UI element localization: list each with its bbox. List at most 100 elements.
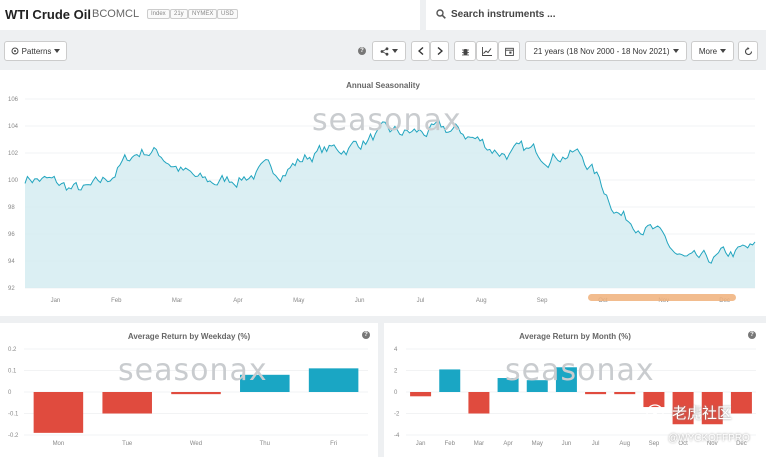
y-tick-label: 102 [8, 151, 19, 157]
x-tick-label: Nov [707, 441, 718, 447]
tag-years: 21y [170, 9, 188, 19]
x-tick-label: Mar [172, 298, 182, 304]
y-tick-label: -4 [394, 433, 400, 439]
y-tick-label: 100 [8, 178, 19, 184]
y-tick-label: -2 [394, 412, 400, 418]
bar-mon [33, 392, 84, 433]
x-tick-label: Jul [417, 298, 425, 304]
next-button[interactable] [430, 41, 449, 61]
help-icon[interactable]: ? [748, 331, 756, 339]
overlay-brand-text: 老虎社区 [672, 405, 733, 422]
x-tick-label: Jan [51, 298, 61, 304]
help-icon[interactable]: ? [358, 47, 366, 55]
x-tick-label: Feb [111, 298, 122, 304]
x-tick-label: May [293, 298, 304, 304]
reset-button[interactable] [738, 41, 758, 61]
x-tick-label: Jan [416, 441, 426, 447]
bar-wed [171, 392, 221, 395]
caret-down-icon [54, 49, 61, 53]
annual-seasonality-chart: 106 104 102 100 98 96 94 92 Jan Feb Mar Apr May Jun Ju… [8, 97, 756, 304]
bar-jan [410, 392, 432, 397]
patterns-button[interactable]: Patterns [4, 41, 67, 61]
y-tick-label: -0.1 [8, 412, 19, 418]
y-tick-label: 0.1 [8, 369, 17, 375]
search-bar[interactable] [426, 0, 766, 30]
instrument-code: BCOMCL [92, 8, 140, 20]
overlay-handle-text: @WYCKOFFPRO [668, 433, 750, 444]
x-tick-label: Feb [445, 441, 456, 447]
y-tick-label: 4 [394, 347, 398, 353]
line-chart-icon [482, 46, 492, 56]
tag-index: Index [147, 9, 170, 19]
seasonality-line [24, 119, 756, 264]
patterns-label: Patterns [21, 46, 52, 56]
x-tick-label: Tue [122, 441, 133, 447]
caret-down-icon [720, 49, 727, 53]
more-button[interactable]: More [691, 41, 734, 61]
chevron-left-icon [417, 47, 423, 55]
seasonality-area [25, 119, 755, 289]
x-tick-label: Jun [355, 298, 365, 304]
target-icon [11, 47, 19, 55]
y-tick-label: 104 [8, 124, 19, 130]
bar-jul [585, 392, 607, 395]
y-tick-label: -0.2 [8, 433, 19, 439]
y-tick-label: 2 [394, 369, 398, 375]
caret-down-icon [672, 49, 679, 53]
bar-may [526, 380, 548, 392]
y-tick-label: 92 [8, 286, 15, 292]
search-input[interactable]: Search instruments ... [451, 9, 556, 20]
calendar-button[interactable] [498, 41, 520, 61]
chart-type-button[interactable] [476, 41, 498, 61]
share-icon [380, 46, 389, 56]
seasonax-watermark: seasonax [312, 103, 462, 138]
tag-exchange: NYMEX [188, 9, 218, 19]
help-icon[interactable]: ? [362, 331, 370, 339]
x-tick-label: Dec [736, 441, 747, 447]
y-tick-label: 0 [394, 390, 398, 396]
y-tick-label: 0 [8, 390, 12, 396]
bar-sep [643, 392, 665, 408]
paw-logo-icon [646, 404, 664, 422]
x-tick-label: May [532, 441, 543, 447]
search-icon [436, 9, 446, 19]
weekday-chart-title: Average Return by Weekday (%) [127, 332, 251, 341]
seasonax-watermark: seasonax [118, 353, 268, 388]
x-tick-label: Mar [474, 441, 484, 447]
x-tick-label: Apr [503, 441, 512, 447]
x-tick-label: Oct [678, 441, 688, 447]
y-tick-label: 106 [8, 97, 19, 103]
x-tick-label: Jun [562, 441, 572, 447]
caret-down-icon [392, 49, 398, 53]
bar-thu [240, 374, 290, 392]
annual-chart-title: Annual Seasonality [346, 81, 420, 90]
x-tick-label: Aug [619, 441, 630, 447]
bug-icon [461, 48, 469, 55]
y-tick-label: 0.2 [8, 347, 17, 353]
toolbar: Patterns ? 21 years (18 Nov 2000 - 18 No… [0, 36, 766, 66]
x-tick-label: Fri [330, 441, 337, 447]
more-label: More [698, 46, 718, 56]
x-tick-label: Apr [233, 298, 242, 304]
bar-mar [468, 392, 490, 414]
weekday-return-chart: 0.2 0.1 0 -0.1 -0.2 Mon Tue Wed Thu Fri [8, 347, 368, 447]
detrend-button[interactable] [454, 41, 476, 61]
bar-jun [555, 367, 577, 392]
x-tick-label: Sep [537, 298, 548, 304]
calendar-icon [504, 47, 514, 56]
chevron-right-icon [437, 47, 443, 55]
bar-dec [730, 392, 752, 414]
y-tick-label: 98 [8, 205, 15, 211]
bar-nov [701, 392, 723, 425]
share-button[interactable] [372, 41, 406, 61]
highlight-bar [588, 294, 736, 301]
y-tick-label: 96 [8, 232, 15, 238]
prev-button[interactable] [411, 41, 430, 61]
bar-fri [308, 368, 359, 392]
reset-icon [744, 46, 752, 55]
bar-oct [672, 392, 694, 425]
seasonax-watermark: seasonax [505, 353, 655, 388]
date-range-select[interactable]: 21 years (18 Nov 2000 - 18 Nov 2021) [525, 41, 687, 61]
x-tick-label: Sep [649, 441, 660, 447]
x-tick-label: Aug [476, 298, 487, 304]
